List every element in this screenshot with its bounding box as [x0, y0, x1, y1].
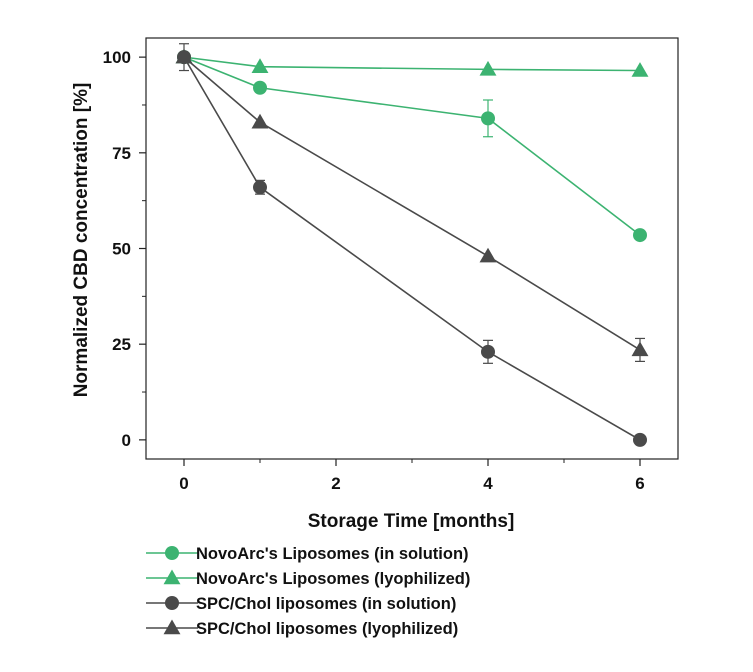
triangle-marker	[479, 247, 497, 263]
circle-marker	[481, 111, 495, 126]
series-line	[183, 56, 641, 236]
circle-marker	[633, 228, 647, 243]
x-axis-title: Storage Time [months]	[308, 511, 515, 532]
circle-marker	[165, 596, 179, 610]
y-tick-label: 100	[103, 48, 131, 67]
legend: NovoArc's Liposomes (in solution) NovoArc…	[146, 545, 470, 638]
x-tick-label: 6	[635, 474, 644, 493]
series-2	[175, 48, 649, 77]
series-group	[175, 43, 649, 447]
triangle-marker	[631, 341, 649, 357]
circle-marker	[633, 432, 647, 447]
legend-item: SPC/Chol liposomes (in solution)	[146, 595, 456, 613]
series-3	[177, 43, 647, 447]
legend-label: NovoArc's Liposomes (in solution)	[196, 545, 469, 563]
plot-frame	[145, 37, 679, 460]
triangle-marker	[175, 48, 193, 64]
legend-item: SPC/Chol liposomes (lyophilized)	[146, 619, 458, 638]
y-tick-label: 75	[112, 144, 131, 163]
y-tick-label: 50	[112, 240, 131, 259]
circle-marker	[481, 344, 495, 359]
legend-label: NovoArc's Liposomes (lyophilized)	[196, 570, 470, 588]
y-tick-label: 25	[112, 335, 131, 354]
triangle-marker	[479, 60, 497, 76]
y-tick-label: 0	[122, 431, 131, 450]
triangle-marker	[251, 58, 269, 73]
axis-ticks: 0 2 4 6 0 25 50 75 100	[103, 48, 645, 493]
legend-label: SPC/Chol liposomes (in solution)	[196, 595, 456, 613]
x-tick-label: 0	[179, 474, 188, 493]
series-line	[183, 56, 641, 441]
legend-item: NovoArc's Liposomes (in solution)	[146, 545, 469, 563]
triangle-marker	[163, 569, 181, 585]
legend-label: SPC/Chol liposomes (lyophilized)	[196, 620, 458, 638]
y-axis-title: Normalized CBD concentration [%]	[71, 83, 92, 398]
x-tick-label: 4	[483, 474, 493, 493]
triangle-marker	[251, 113, 269, 129]
triangle-marker	[163, 619, 181, 635]
circle-marker	[165, 546, 179, 560]
series-line	[183, 56, 641, 351]
series-line	[183, 56, 641, 72]
series-4	[175, 48, 649, 363]
x-tick-label: 2	[331, 474, 340, 493]
series-1	[177, 50, 647, 243]
circle-marker	[253, 80, 267, 95]
circle-marker	[253, 180, 267, 195]
triangle-marker	[631, 62, 649, 77]
legend-item: NovoArc's Liposomes (lyophilized)	[146, 569, 470, 588]
